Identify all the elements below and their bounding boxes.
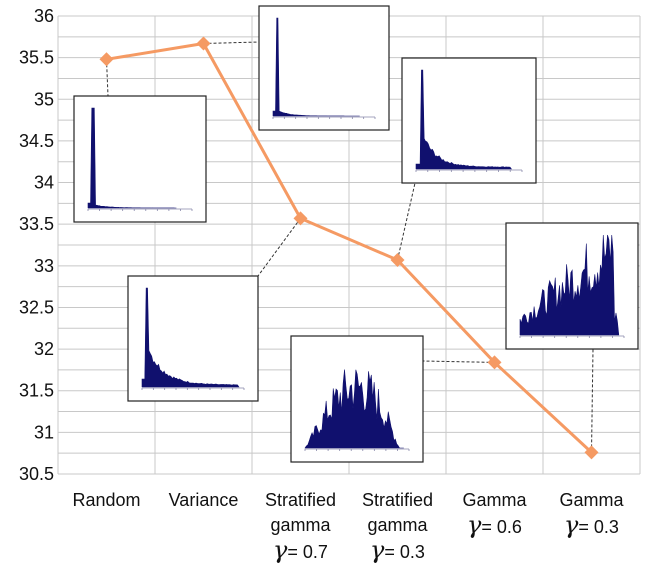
data-series (99, 36, 599, 460)
y-tick-label: 30.5 (19, 464, 54, 484)
x-tick-label: Gamma (559, 490, 624, 510)
data-point-marker (99, 52, 114, 67)
inset-histogram (127, 275, 259, 402)
data-point-marker (487, 355, 502, 370)
histogram-bars (519, 234, 620, 336)
x-tick-label: Stratified (362, 490, 433, 510)
data-point-marker (390, 252, 405, 267)
inset-histogram (401, 57, 537, 184)
histogram-bars (141, 287, 240, 388)
histogram-bars (272, 17, 360, 117)
y-tick-label: 36 (34, 6, 54, 26)
x-tick-label: Random (72, 490, 140, 510)
inset-histogram (258, 5, 390, 131)
y-tick-label: 31 (34, 422, 54, 442)
series-line (106, 41, 593, 454)
y-tick-label: 32 (34, 339, 54, 359)
inset-frame (258, 5, 390, 131)
inset-histogram (73, 95, 207, 223)
y-tick-label: 35.5 (19, 48, 54, 68)
y-axis-tick-labels: 30.5 31 31.5 32 32.5 33 33.5 34 34.5 35 35.5 36 (19, 6, 54, 484)
data-point-marker (584, 445, 599, 460)
y-tick-label: 35 (34, 89, 54, 109)
inset-connector (397, 182, 416, 261)
y-tick-label: 31.5 (19, 381, 54, 401)
inset-histogram (290, 335, 424, 463)
x-tick-label: γ= 0.3 (370, 536, 425, 564)
inset-connector (422, 360, 495, 363)
x-tick-label: γ= 0.3 (564, 511, 619, 539)
inset-frame (73, 95, 207, 223)
y-tick-label: 34.5 (19, 131, 54, 151)
inset-connector (257, 218, 301, 277)
x-tick-label: gamma (270, 515, 331, 535)
inset-histogram (505, 222, 639, 350)
histogram-bars (304, 369, 404, 449)
x-tick-label: γ= 0.6 (467, 511, 522, 539)
inset-connector (591, 348, 594, 453)
data-point-marker (293, 211, 308, 226)
y-tick-label: 33 (34, 256, 54, 276)
histogram-bars (87, 107, 177, 209)
x-tick-label: γ= 0.7 (273, 536, 328, 564)
inset-connector (203, 41, 260, 44)
y-tick-label: 33.5 (19, 214, 54, 234)
y-tick-label: 32.5 (19, 297, 54, 317)
x-tick-label: Stratified (265, 490, 336, 510)
x-tick-label: Gamma (462, 490, 527, 510)
x-tick-label: Variance (169, 490, 239, 510)
histogram-bars (415, 69, 512, 170)
inset-histograms (73, 5, 639, 463)
x-tick-label: gamma (367, 515, 428, 535)
data-point-marker (196, 36, 211, 51)
y-tick-label: 34 (34, 173, 54, 193)
